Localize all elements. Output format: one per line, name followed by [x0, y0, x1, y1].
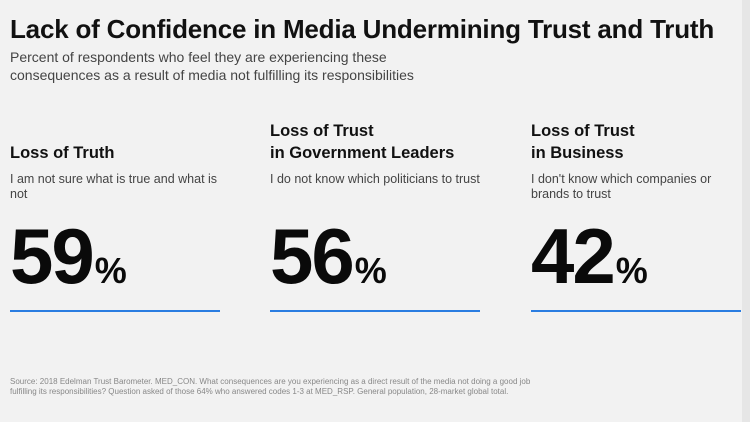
- source-note: Source: 2018 Edelman Trust Barometer. ME…: [10, 377, 531, 396]
- stat-underline: [270, 310, 480, 312]
- stat-card-loss-of-trust-government: Loss of Trust in Government Leaders I do…: [270, 120, 485, 312]
- stat-value: 59 %: [10, 216, 225, 296]
- stat-heading: Loss of Truth: [10, 120, 225, 164]
- stat-unit: %: [94, 250, 127, 291]
- stat-description: I am not sure what is true and what is n…: [10, 172, 218, 201]
- page-title: Lack of Confidence in Media Undermining …: [10, 14, 715, 44]
- stat-underline: [10, 310, 220, 312]
- stat-number: 56: [270, 212, 355, 300]
- stat-description: I don't know which companies or brands t…: [531, 172, 712, 201]
- right-edge-divider: [742, 0, 750, 422]
- page-subtitle: Percent of respondents who feel they are…: [10, 49, 414, 83]
- stat-value: 42 %: [531, 216, 746, 296]
- stat-value: 56 %: [270, 216, 485, 296]
- stat-heading-line1: Loss of Truth: [10, 144, 115, 162]
- stat-number: 42: [531, 212, 616, 300]
- stat-heading-line1: Loss of Trust: [531, 122, 635, 140]
- stat-heading: Loss of Trust in Business: [531, 120, 746, 164]
- stat-description: I do not know which politicians to trust: [270, 172, 480, 186]
- stat-heading-line2: in Business: [531, 144, 624, 162]
- stat-heading-line1: Loss of Trust: [270, 122, 374, 140]
- stat-card-loss-of-truth: Loss of Truth I am not sure what is true…: [10, 120, 225, 312]
- stat-heading-line2: in Government Leaders: [270, 144, 455, 162]
- stat-unit: %: [354, 250, 387, 291]
- stat-card-loss-of-trust-business: Loss of Trust in Business I don't know w…: [531, 120, 746, 312]
- stat-underline: [531, 310, 741, 312]
- stat-number: 59: [10, 212, 95, 300]
- stat-unit: %: [615, 250, 648, 291]
- stat-heading: Loss of Trust in Government Leaders: [270, 120, 485, 164]
